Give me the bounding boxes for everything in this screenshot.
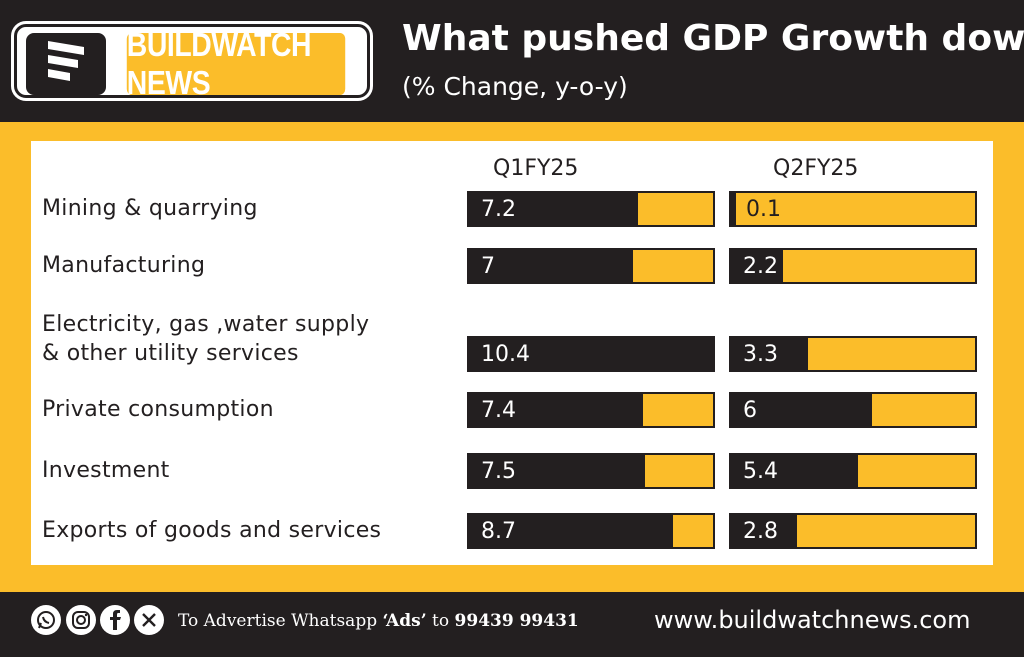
category-label: Mining & quarrying bbox=[42, 196, 258, 221]
advert-text: To Advertise Whatsapp ‘Ads’ to 99439 994… bbox=[178, 611, 579, 631]
advert-keyword: ‘Ads’ bbox=[382, 611, 427, 631]
bar-track: 8.7 bbox=[467, 513, 715, 549]
brand-name: BUILDWATCH NEWS bbox=[126, 26, 346, 101]
chart-subtitle: (% Change, y-o-y) bbox=[402, 72, 628, 101]
data-label: 6 bbox=[743, 397, 757, 423]
category-label: Private consumption bbox=[42, 397, 274, 422]
bar-track: 7 bbox=[467, 248, 715, 284]
category-label: Manufacturing bbox=[42, 253, 206, 278]
bar-mark bbox=[469, 515, 674, 547]
data-label: 5.4 bbox=[743, 458, 778, 484]
data-label: 2.2 bbox=[743, 253, 778, 279]
brand-logo: BUILDWATCH NEWS bbox=[14, 24, 370, 101]
bar-track: 7.2 bbox=[467, 191, 715, 227]
bar-mark bbox=[469, 394, 643, 426]
data-label: 3.3 bbox=[743, 341, 778, 367]
bar-track: 5.4 bbox=[729, 453, 977, 489]
category-label: Investment bbox=[42, 458, 170, 483]
bar-track: 10.4 bbox=[467, 336, 715, 372]
data-label: 7 bbox=[481, 253, 495, 279]
advert-number[interactable]: 99439 99431 bbox=[454, 611, 579, 631]
data-label: 7.5 bbox=[481, 458, 516, 484]
logo-mark-icon bbox=[26, 33, 106, 95]
header: BUILDWATCH NEWS What pushed GDP Growth d… bbox=[0, 0, 1024, 122]
column-header-q1: Q1FY25 bbox=[493, 156, 579, 181]
bar-track: 2.8 bbox=[729, 513, 977, 549]
bar-track: 6 bbox=[729, 392, 977, 428]
column-header-q2: Q2FY25 bbox=[773, 156, 859, 181]
advert-to: to bbox=[432, 611, 450, 631]
website-link[interactable]: www.buildwatchnews.com bbox=[654, 606, 971, 634]
advert-prefix: To Advertise Whatsapp bbox=[178, 611, 378, 631]
bar-track: 7.4 bbox=[467, 392, 715, 428]
instagram-icon[interactable] bbox=[66, 605, 96, 635]
bar-mark bbox=[731, 394, 872, 426]
x-icon[interactable] bbox=[134, 605, 164, 635]
bar-track: 7.5 bbox=[467, 453, 715, 489]
data-label: 2.8 bbox=[743, 518, 778, 544]
bar-track: 3.3 bbox=[729, 336, 977, 372]
data-label: 7.2 bbox=[481, 196, 516, 222]
data-label: 7.4 bbox=[481, 397, 516, 423]
bar-mark bbox=[731, 455, 858, 487]
bar-mark bbox=[469, 250, 634, 282]
data-label: 10.4 bbox=[481, 341, 530, 367]
bar-mark bbox=[731, 250, 783, 282]
facebook-icon[interactable] bbox=[100, 605, 130, 635]
bar-mark bbox=[731, 515, 797, 547]
bar-track: 0.1 bbox=[729, 191, 977, 227]
category-label: Exports of goods and services bbox=[42, 518, 382, 543]
chart-title: What pushed GDP Growth down? bbox=[402, 18, 1024, 59]
bar-track: 2.2 bbox=[729, 248, 977, 284]
data-label: 8.7 bbox=[481, 518, 516, 544]
bar-mark bbox=[469, 455, 645, 487]
footer: To Advertise Whatsapp ‘Ads’ to 99439 994… bbox=[0, 592, 1024, 657]
whatsapp-icon[interactable] bbox=[31, 605, 61, 635]
bar-mark bbox=[469, 193, 638, 225]
category-label: Electricity, gas ,water supply bbox=[42, 312, 370, 337]
category-label: & other utility services bbox=[42, 341, 299, 366]
bar-mark bbox=[731, 338, 809, 370]
bar-mark bbox=[731, 193, 736, 225]
bar-mark bbox=[469, 338, 713, 370]
data-label: 0.1 bbox=[746, 196, 781, 222]
